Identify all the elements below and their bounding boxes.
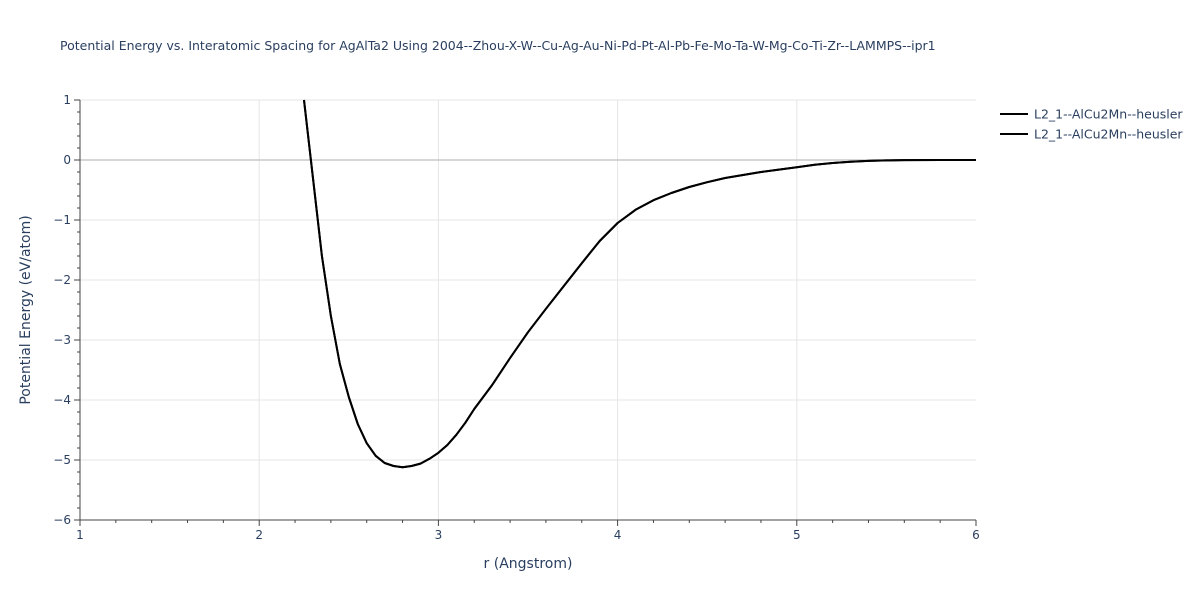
legend-label: L2_1--AlCu2Mn--heusler [1034, 107, 1183, 122]
y-tick-label: 0 [63, 153, 71, 167]
legend-item-1[interactable]: L2_1--AlCu2Mn--heusler [1000, 107, 1183, 122]
y-tick-label: 1 [63, 93, 71, 107]
x-tick-label: 3 [435, 528, 443, 542]
x-tick-label: 1 [76, 528, 84, 542]
series-line-1 [303, 99, 976, 469]
x-tick-label: 6 [972, 528, 980, 542]
legend-label: L2_1--AlCu2Mn--heusler [1034, 127, 1183, 142]
chart-title: Potential Energy vs. Interatomic Spacing… [60, 38, 936, 53]
legend-item-2[interactable]: L2_1--AlCu2Mn--heusler [1000, 127, 1183, 142]
legend[interactable]: L2_1--AlCu2Mn--heusler L2_1--AlCu2Mn--heu… [1000, 107, 1183, 142]
y-tick-label: −1 [53, 213, 71, 227]
x-tick-label: 2 [255, 528, 263, 542]
x-tick-label: 5 [793, 528, 801, 542]
series-layer [303, 99, 976, 469]
x-tick-label: 4 [614, 528, 622, 542]
axes [74, 99, 977, 526]
y-tick-label: −4 [53, 393, 71, 407]
y-tick-label: −6 [53, 513, 71, 527]
tick-labels: 1 2 3 4 5 6 1 0 −1 −2 −3 −4 −5 −6 [53, 93, 980, 542]
grid [80, 99, 976, 520]
series-line-2 [303, 99, 976, 469]
y-tick-label: −5 [53, 453, 71, 467]
y-axis-title: Potential Energy (eV/atom) [18, 215, 34, 404]
y-tick-label: −3 [53, 333, 71, 347]
x-axis-title: r (Angstrom) [484, 556, 573, 572]
y-tick-label: −2 [53, 273, 71, 287]
